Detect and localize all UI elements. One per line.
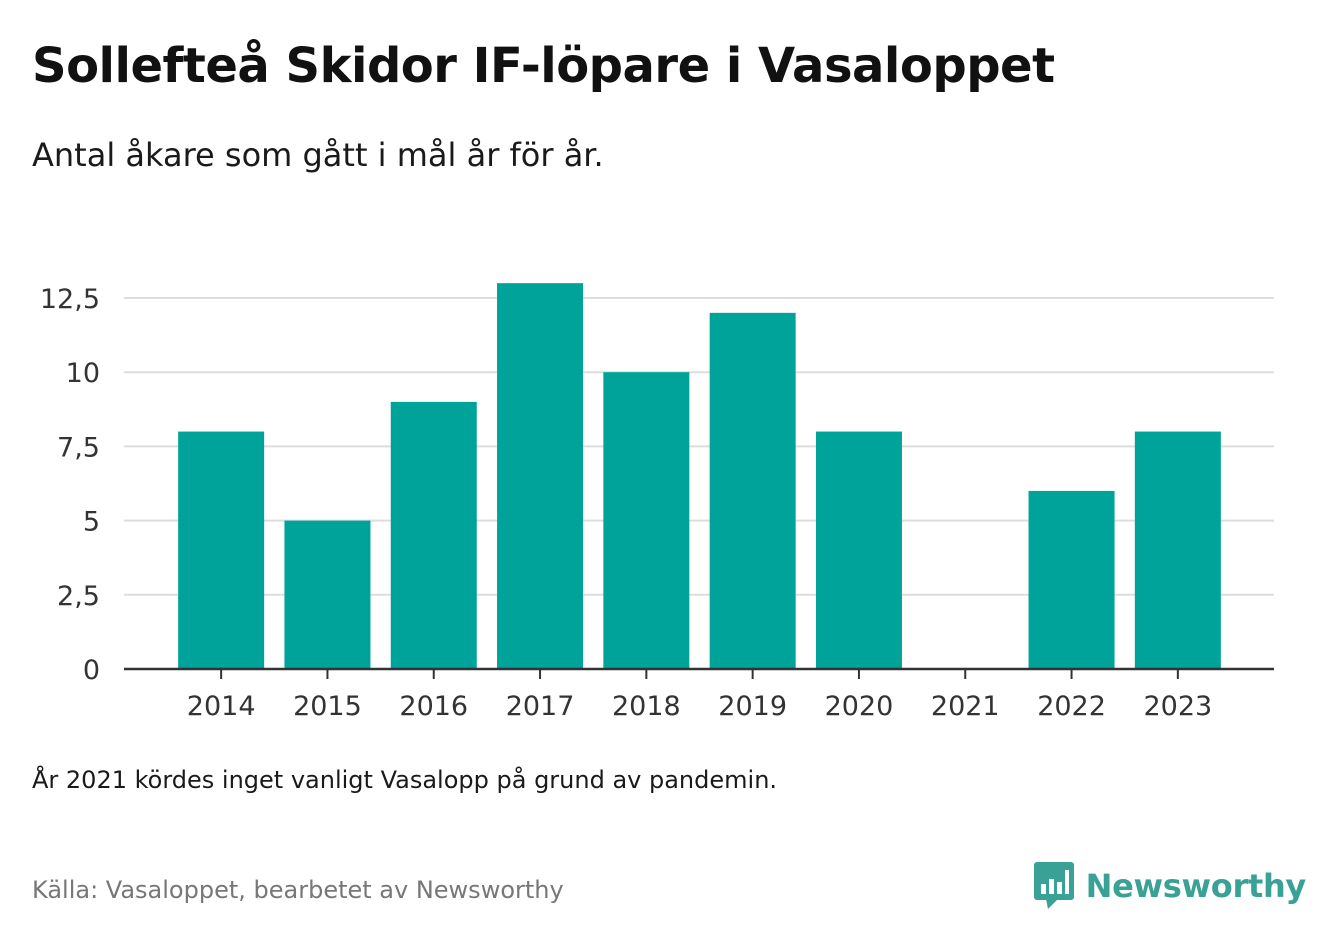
bar-2020 [815, 431, 902, 669]
bars [178, 283, 1221, 669]
x-tick-label: 2022 [1037, 691, 1106, 722]
bar-2016 [390, 401, 477, 669]
brand-name: Newsworthy [1085, 867, 1307, 905]
bar-2015 [284, 520, 371, 669]
chart-title: Sollefteå Skidor IF-löpare i Vasaloppet [32, 38, 1055, 94]
y-tick-label: 5 [83, 507, 100, 538]
x-tick-label: 2014 [187, 691, 256, 722]
x-axis [124, 667, 1274, 679]
footnote: År 2021 kördes inget vanligt Vasalopp på… [32, 766, 778, 794]
x-tick-label: 2023 [1143, 691, 1212, 722]
bar-2023 [1134, 431, 1221, 669]
y-tick-label: 0 [83, 655, 100, 686]
x-tick-label: 2017 [506, 691, 575, 722]
y-tick-label: 2,5 [57, 581, 100, 612]
x-tick-label: 2015 [293, 691, 362, 722]
source-credit: Källa: Vasaloppet, bearbetet av Newswort… [32, 876, 564, 904]
newsworthy-brand: Newsworthy [1033, 862, 1307, 910]
bar-2022 [1028, 490, 1115, 669]
x-tick-label: 2019 [718, 691, 787, 722]
x-tick-label: 2020 [825, 691, 894, 722]
bar-2017 [497, 283, 584, 669]
bar-2018 [603, 372, 690, 669]
y-tick-label: 12,5 [40, 284, 100, 315]
x-tick-label: 2016 [399, 691, 468, 722]
x-tick-labels: 2014 2015 2016 2017 2018 2019 2020 2021 2022 2023 [187, 691, 1212, 722]
y-tick-label: 10 [66, 358, 100, 389]
x-tick-label: 2018 [612, 691, 681, 722]
newsworthy-logo-icon [1033, 862, 1074, 909]
bar-2019 [709, 312, 796, 669]
x-tick-label: 2021 [931, 691, 1000, 722]
y-tick-label: 7,5 [57, 432, 100, 463]
y-tick-labels: 0 2,5 5 7,5 10 12,5 [40, 284, 100, 686]
bar-2014 [178, 431, 265, 669]
chart-subtitle: Antal åkare som gått i mål år för år. [32, 136, 604, 174]
